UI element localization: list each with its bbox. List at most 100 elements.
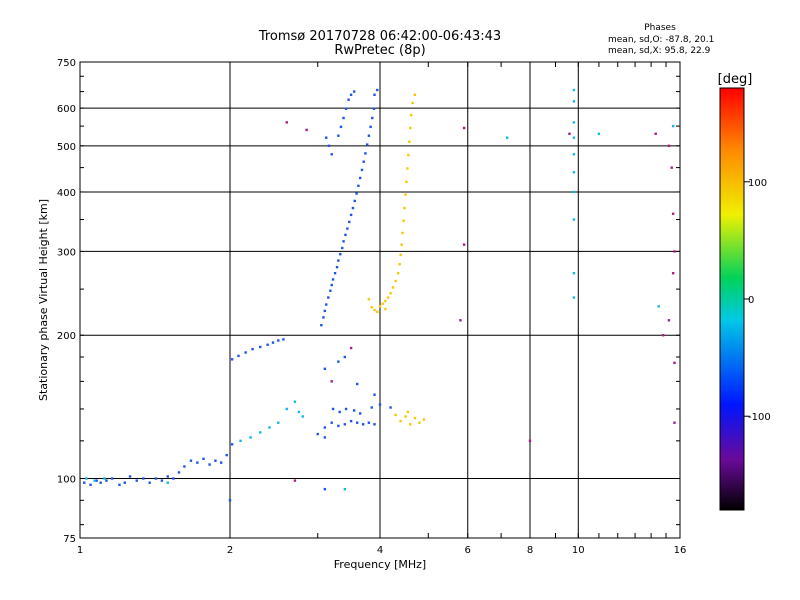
x-tick-label: 2 — [227, 545, 233, 556]
x-tick-label: 1 — [77, 545, 83, 556]
y-tick-label: 600 — [57, 104, 76, 115]
data-point — [572, 136, 576, 139]
data-point — [335, 265, 339, 269]
data-point — [128, 475, 132, 478]
data-point — [372, 107, 376, 111]
x-tick-label: 8 — [527, 545, 533, 556]
data-point — [349, 213, 353, 217]
data-point — [370, 306, 373, 309]
data-point — [373, 423, 376, 426]
data-point — [402, 219, 405, 222]
chart-subtitle: RwPretec (8p) — [334, 43, 425, 58]
data-point — [355, 421, 359, 424]
plot-area: 1 2 4 6 8 10 16 75 100 200 300 400 500 600 750 — [57, 58, 686, 556]
data-point — [177, 471, 181, 474]
data-point — [462, 243, 466, 246]
data-point — [413, 93, 417, 96]
data-point — [657, 305, 660, 308]
data-point — [396, 272, 400, 275]
data-point — [277, 339, 280, 342]
data-point — [351, 206, 355, 210]
data-point — [320, 323, 323, 327]
data-point — [154, 477, 158, 480]
data-point — [323, 487, 327, 491]
data-point — [667, 319, 671, 322]
data-point — [405, 180, 408, 184]
data-point — [208, 463, 211, 466]
data-point — [394, 413, 397, 417]
x-axis-label: Frequency [MHz] — [334, 558, 426, 571]
data-point — [358, 176, 362, 180]
colorbar-gradient — [719, 87, 745, 511]
data-point — [172, 477, 175, 480]
chart-title: Tromsø 20170728 06:42:00-06:43:43 — [258, 29, 501, 44]
data-point — [409, 423, 412, 426]
data-point — [293, 400, 297, 403]
data-point — [528, 439, 532, 443]
y-tick-label: 100 — [57, 475, 76, 486]
data-point — [353, 199, 356, 203]
data-point — [148, 481, 151, 484]
data-point — [325, 303, 328, 306]
data-point — [398, 263, 401, 266]
data-point — [370, 406, 373, 409]
data-point — [407, 153, 410, 157]
data-point — [409, 126, 412, 130]
y-tick-label: 750 — [57, 58, 76, 69]
data-point — [362, 160, 365, 163]
data-point — [325, 136, 328, 139]
colorbar-tick-label: -100 — [748, 412, 771, 423]
data-point — [349, 419, 353, 423]
data-point — [337, 424, 340, 428]
data-point — [408, 140, 411, 143]
data-point — [673, 250, 676, 253]
y-axis-ticks: 75 100 200 300 400 500 600 750 — [57, 58, 680, 545]
data-point — [597, 132, 601, 135]
data-point — [259, 345, 262, 349]
data-point — [671, 272, 675, 275]
data-point — [411, 101, 414, 105]
data-point — [670, 166, 673, 169]
data-point — [277, 421, 280, 424]
data-point — [384, 307, 387, 311]
data-point — [673, 361, 676, 365]
data-point — [673, 421, 676, 424]
data-point — [391, 286, 395, 289]
data-point — [367, 298, 371, 301]
colorbar-ticks: 100 0 -100 — [744, 178, 771, 423]
data-point — [183, 465, 186, 468]
data-point — [237, 354, 240, 358]
data-point — [361, 423, 365, 426]
data-point — [339, 125, 343, 129]
data-point — [572, 121, 576, 124]
data-point — [266, 343, 269, 346]
data-point — [342, 116, 345, 120]
data-point — [400, 243, 403, 246]
data-point — [110, 477, 114, 480]
data-point — [654, 132, 657, 135]
data-point — [671, 124, 675, 128]
data-point — [394, 279, 397, 283]
data-point — [249, 436, 252, 439]
data-point — [401, 231, 404, 235]
stats-heading: Phases — [644, 23, 676, 33]
data-point — [142, 477, 145, 480]
data-point — [376, 88, 379, 92]
data-point — [160, 479, 164, 482]
data-point — [661, 334, 665, 337]
data-point — [355, 382, 359, 386]
data-point — [282, 338, 285, 341]
data-point — [330, 421, 333, 424]
data-point — [271, 341, 275, 344]
data-point — [85, 477, 88, 480]
data-point — [99, 481, 102, 484]
x-tick-label: 4 — [377, 545, 383, 556]
data-point — [285, 407, 288, 411]
data-point — [329, 289, 332, 292]
data-point — [323, 436, 327, 439]
data-point — [399, 419, 402, 423]
y-tick-label: 300 — [57, 247, 76, 258]
data-point — [228, 499, 232, 502]
data-point — [230, 358, 234, 361]
